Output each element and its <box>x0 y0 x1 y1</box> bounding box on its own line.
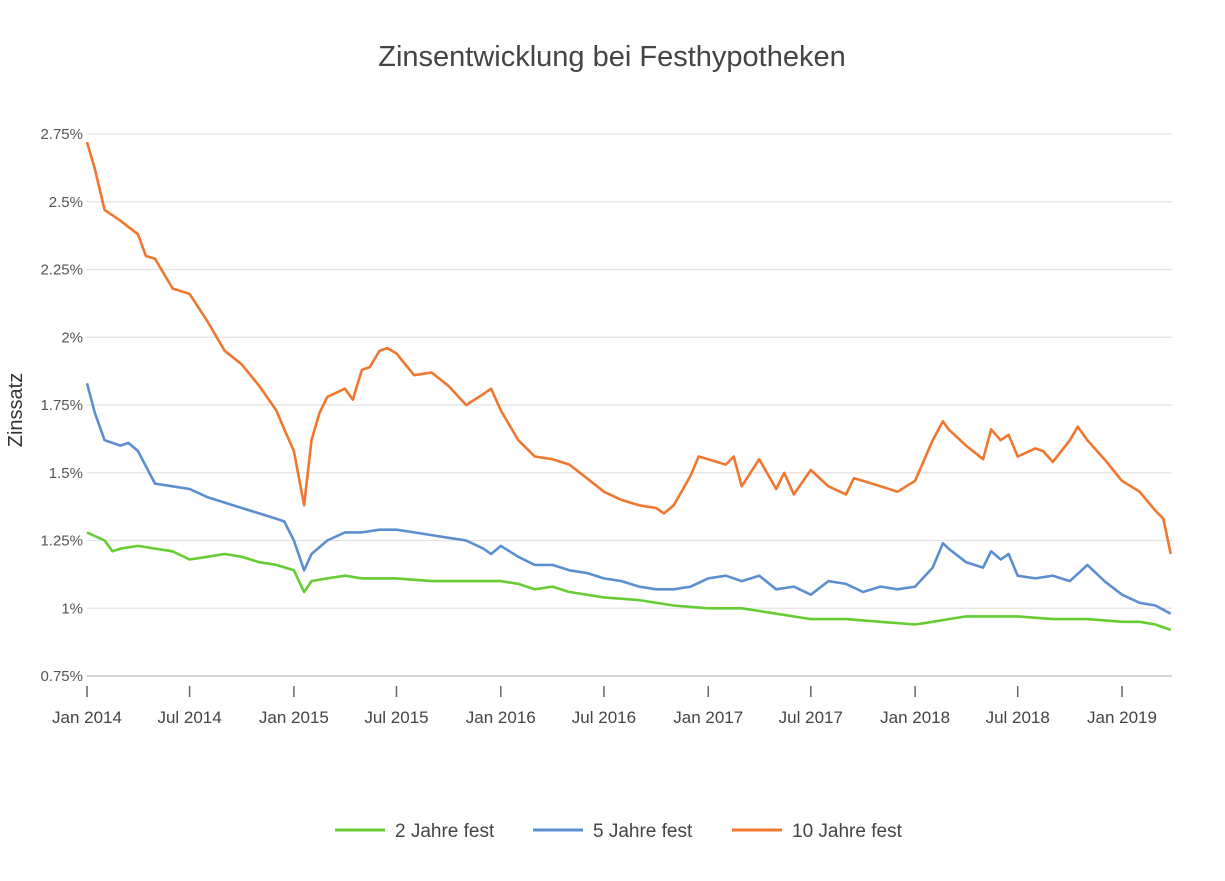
legend-label: 10 Jahre fest <box>792 821 903 842</box>
series-line <box>85 382 1172 615</box>
y-tick-label: 1.25% <box>40 533 83 550</box>
legend-item[interactable]: 5 Jahre fest <box>533 821 693 842</box>
x-tick-label: Jan 2019 <box>1087 708 1157 727</box>
y-tick-label: 0.75% <box>40 668 83 685</box>
y-tick-label: 2.25% <box>40 262 83 279</box>
x-tick-label: Jan 2014 <box>52 708 122 727</box>
y-tick-label: 1.75% <box>40 397 83 414</box>
x-tick-label: Jul 2016 <box>572 708 636 727</box>
x-tick-label: Jan 2015 <box>259 708 329 727</box>
y-tick-label: 1% <box>61 600 83 617</box>
x-tick-label: Jan 2016 <box>466 708 536 727</box>
legend-label: 5 Jahre fest <box>593 821 693 842</box>
y-tick-label: 2% <box>61 329 83 346</box>
x-tick-label: Jul 2017 <box>779 708 843 727</box>
x-tick-label: Jul 2015 <box>364 708 428 727</box>
chart-title: Zinsentwicklung bei Festhypotheken <box>378 41 845 73</box>
x-tick-label: Jan 2017 <box>673 708 743 727</box>
legend-item[interactable]: 2 Jahre fest <box>335 821 495 842</box>
y-tick-label: 1.5% <box>49 465 83 482</box>
y-tick-label: 2.75% <box>40 126 83 143</box>
y-axis-label: Zinssatz <box>5 373 27 447</box>
series-line <box>86 531 1172 632</box>
x-tick-label: Jul 2014 <box>157 708 221 727</box>
x-tick-label: Jul 2018 <box>986 708 1050 727</box>
series-line <box>85 141 1172 555</box>
x-tick-label: Jan 2018 <box>880 708 950 727</box>
legend-item[interactable]: 10 Jahre fest <box>732 821 903 842</box>
y-tick-label: 2.5% <box>49 194 83 211</box>
legend-label: 2 Jahre fest <box>395 821 495 842</box>
